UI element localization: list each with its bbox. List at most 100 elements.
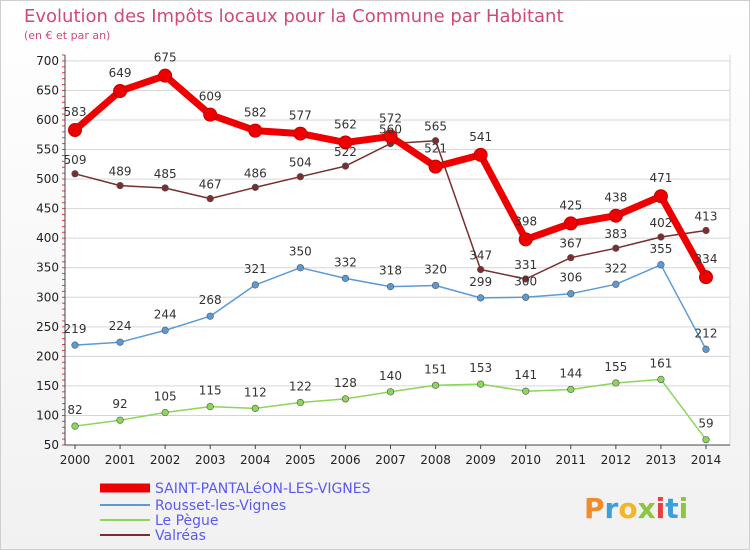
logo-letter: x (638, 492, 656, 525)
data-label: 572 (379, 112, 402, 126)
data-label: 367 (559, 237, 582, 251)
data-point (248, 123, 263, 138)
data-point (161, 408, 169, 417)
data-label: 321 (244, 262, 267, 276)
data-label: 675 (154, 51, 177, 65)
data-point (113, 84, 128, 99)
data-point (431, 281, 440, 290)
data-label: 471 (649, 171, 672, 185)
data-label: 112 (244, 385, 267, 399)
data-label: 355 (649, 242, 672, 256)
data-label: 383 (604, 227, 627, 241)
data-point (653, 189, 668, 204)
y-tick-label: 700 (36, 54, 59, 68)
data-label: 155 (604, 360, 627, 374)
x-tick-label: 2001 (105, 453, 136, 467)
data-label: 306 (559, 271, 582, 285)
y-tick-label: 450 (36, 202, 59, 216)
data-point (702, 226, 710, 235)
x-tick-label: 2007 (375, 453, 406, 467)
proxiti-logo: Proxiti (584, 492, 688, 525)
data-label: 128 (334, 376, 357, 390)
data-point (161, 326, 169, 334)
grid (65, 55, 731, 446)
data-label: 583 (64, 105, 87, 119)
data-label: 425 (559, 198, 582, 212)
y-tick-label: 300 (36, 290, 59, 304)
y-tick-label: 50 (44, 438, 59, 452)
data-point (563, 216, 578, 231)
data-label: 92 (112, 397, 127, 411)
data-label: 144 (559, 366, 582, 380)
data-point (68, 123, 82, 138)
data-point (702, 345, 710, 353)
data-point (386, 283, 395, 291)
x-tick-label: 2011 (556, 453, 587, 467)
data-point (702, 436, 710, 444)
data-label: 402 (649, 216, 672, 230)
legend: SAINT-PANTALéON-LES-VIGNESRousset-les-Vi… (100, 481, 371, 544)
legend-entry: Rousset-les-Vignes (155, 498, 286, 514)
data-label: 219 (64, 322, 87, 336)
x-tick-label: 2014 (691, 453, 722, 467)
data-point (567, 385, 575, 394)
x-tick-label: 2009 (465, 453, 496, 467)
data-labels: 509 489 485 467 486 504 522 560 565 347 331 367 383 4… (64, 51, 718, 431)
y-tick-label: 350 (36, 261, 59, 275)
data-point (657, 233, 665, 241)
data-label: 347 (469, 249, 492, 263)
y-tick-label: 600 (36, 113, 59, 127)
data-point (657, 261, 665, 269)
data-point (206, 194, 214, 203)
data-point (477, 294, 485, 302)
data-point (612, 379, 620, 387)
data-point (251, 404, 259, 412)
x-tick-label: 2000 (60, 453, 91, 467)
data-point (338, 135, 353, 150)
data-point (612, 244, 620, 252)
data-point (431, 381, 440, 389)
data-label: 438 (604, 191, 627, 205)
data-label: 609 (199, 90, 222, 104)
data-label: 562 (334, 117, 357, 131)
data-point (383, 129, 398, 144)
data-label: 489 (109, 165, 132, 179)
x-tick-label: 2012 (601, 453, 632, 467)
data-point (116, 416, 124, 424)
data-label: 560 (379, 123, 402, 137)
data-label: 413 (695, 210, 718, 224)
y-tick-label: 250 (36, 320, 59, 334)
y-tick-label: 500 (36, 172, 59, 186)
data-point (522, 293, 530, 301)
data-label: 334 (695, 252, 718, 266)
data-label: 161 (649, 356, 672, 370)
data-label: 151 (424, 362, 447, 376)
data-point (431, 137, 440, 145)
data-point (71, 170, 79, 178)
y-tick-label: 550 (36, 143, 59, 157)
data-label: 140 (379, 369, 402, 383)
data-point (612, 280, 620, 288)
data-label: 522 (334, 145, 357, 159)
data-label: 577 (289, 109, 312, 123)
data-point (657, 375, 665, 384)
data-label: 320 (424, 262, 447, 276)
data-point (608, 208, 623, 223)
data-label: 300 (514, 274, 537, 288)
data-point (71, 422, 79, 430)
data-label: 115 (199, 384, 222, 398)
data-label: 332 (334, 255, 357, 269)
data-label: 224 (109, 319, 132, 333)
data-label: 331 (514, 258, 537, 272)
data-label: 521 (424, 142, 447, 156)
data-label: 398 (514, 214, 537, 228)
y-tick-label: 650 (36, 83, 59, 97)
data-point (341, 274, 350, 282)
data-label: 82 (67, 403, 82, 417)
data-label: 105 (154, 390, 177, 404)
series (68, 68, 713, 444)
legend-entry: Valréas (155, 528, 206, 544)
data-point (567, 290, 575, 298)
data-label: 212 (695, 326, 718, 340)
